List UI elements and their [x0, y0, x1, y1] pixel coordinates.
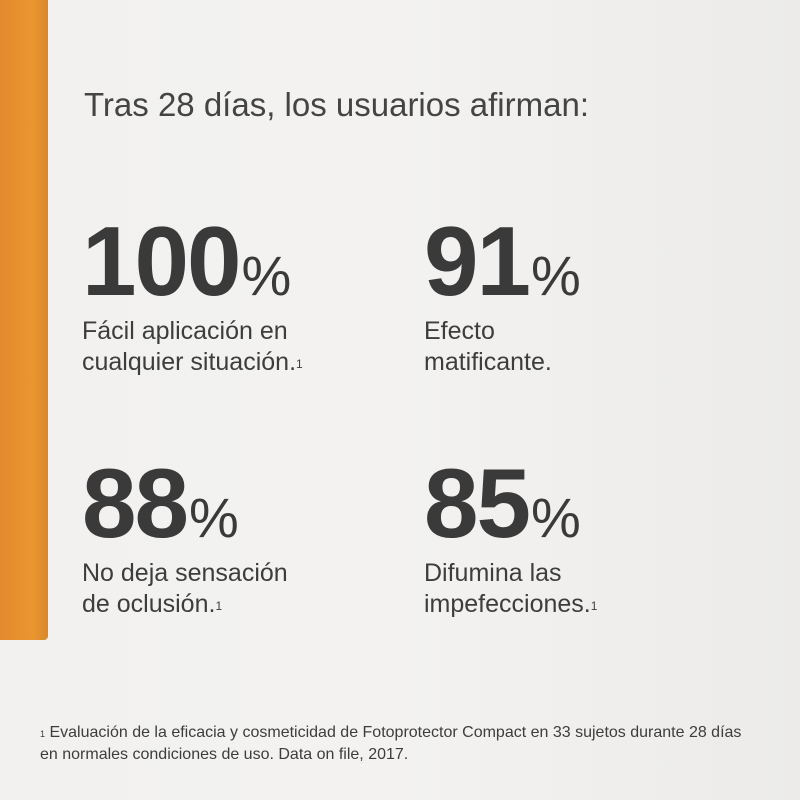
stat-unit: %: [189, 486, 239, 549]
stat-unit: %: [531, 486, 581, 549]
stat-value: 100: [82, 206, 242, 316]
footnote-ref: 1: [215, 599, 223, 613]
footnote-text: Evaluación de la eficacia y cosmeticidad…: [40, 724, 742, 763]
footnote-ref: 1: [590, 599, 598, 613]
stat-label: Efecto matificante.: [424, 317, 552, 376]
stat-value: 91: [424, 206, 531, 316]
footnote: 1 Evaluación de la eficacia y cosmeticid…: [40, 722, 760, 766]
stat-label: No deja sensación de oclusión.1: [82, 559, 288, 618]
stat-unit: %: [241, 244, 292, 307]
stat-mattifying: 91% Efecto matificante.: [424, 212, 744, 378]
footnote-ref: 1: [296, 357, 303, 371]
stat-label: Difumina las impefecciones.1: [424, 559, 598, 618]
footnote-marker: 1: [40, 729, 46, 739]
stat-label: Fácil aplicación en cualquier situación.1: [82, 317, 303, 376]
stat-no-occlusion: 88% No deja sensación de oclusión.1: [82, 454, 402, 620]
headline: Tras 28 días, los usuarios afirman:: [84, 86, 589, 123]
stat-unit: %: [531, 244, 581, 307]
stat-value: 85: [424, 448, 531, 558]
stat-value: 88: [82, 448, 189, 558]
stat-easy-application: 100% Fácil aplicación en cualquier situac…: [82, 212, 402, 378]
orange-product-edge: [0, 0, 48, 640]
stat-blurs-imperfections: 85% Difumina las impefecciones.1: [424, 454, 744, 620]
